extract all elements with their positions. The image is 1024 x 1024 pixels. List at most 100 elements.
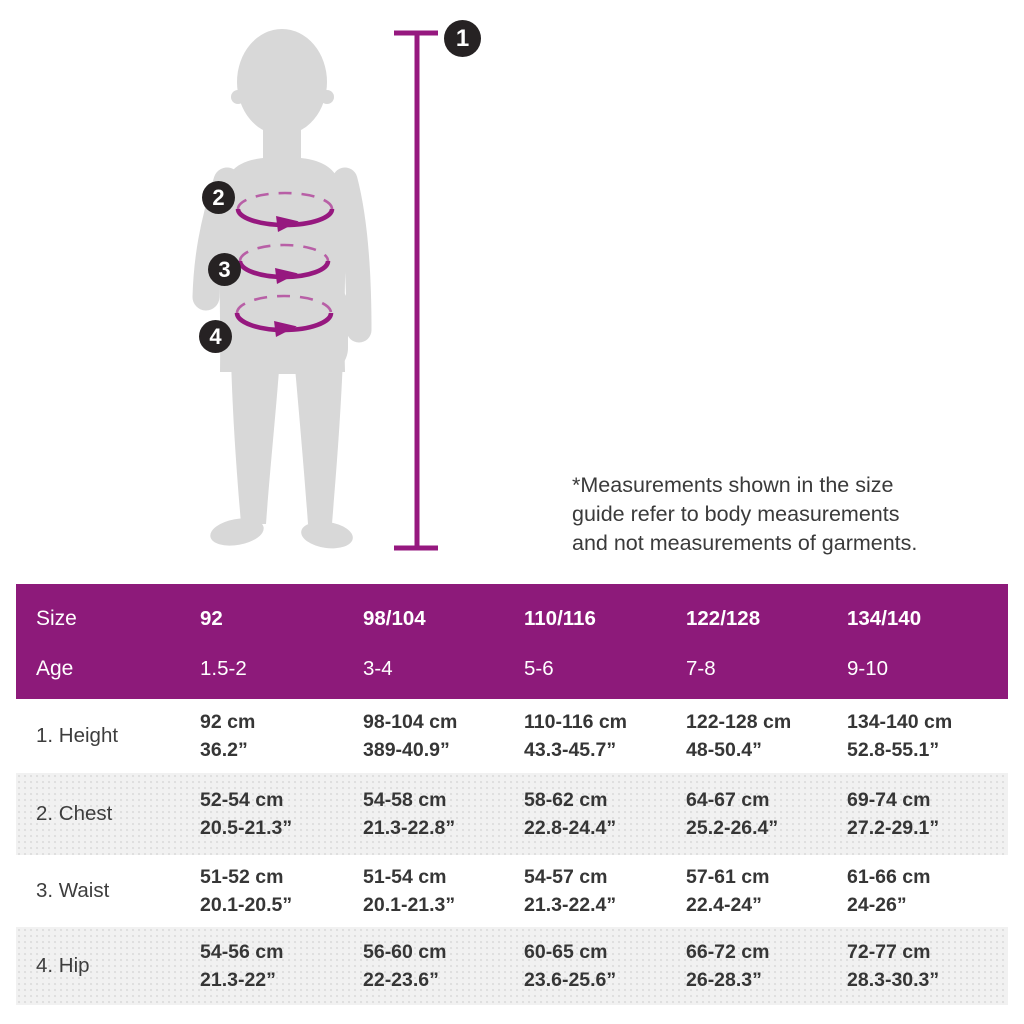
table-cell: 72-77 cm 28.3-30.3” — [847, 938, 1008, 994]
value-cm: 51-54 cm — [363, 866, 447, 888]
value-inch: 28.3-30.3” — [847, 969, 940, 991]
value-inch: 27.2-29.1” — [847, 817, 940, 839]
table-cell: 92 cm 36.2” — [200, 708, 363, 764]
row-label: 3. Waist — [36, 879, 110, 902]
size-col-header: 110/116 — [524, 607, 596, 630]
value-cm: 58-62 cm — [524, 789, 608, 811]
value-cm: 54-57 cm — [524, 866, 608, 888]
table-row-chest: 2. Chest 52-54 cm 20.5-21.3” 54-58 cm 21… — [16, 773, 1008, 855]
marker-1-height: 1 — [444, 20, 481, 57]
value-cm: 110-116 cm — [524, 711, 628, 733]
value-cm: 51-52 cm — [200, 866, 284, 888]
table-cell: 57-61 cm 22.4-24” — [686, 863, 847, 919]
table-cell: 52-54 cm 20.5-21.3” — [200, 786, 363, 842]
value-cm: 72-77 cm — [847, 941, 931, 963]
table-cell: 61-66 cm 24-26” — [847, 863, 1008, 919]
note-line: guide refer to body measurements — [572, 502, 900, 526]
value-inch: 22-23.6” — [363, 969, 439, 991]
value-cm: 57-61 cm — [686, 866, 770, 888]
size-col-header: 92 — [200, 607, 223, 630]
value-inch: 25.2-26.4” — [686, 817, 779, 839]
value-cm: 54-58 cm — [363, 789, 447, 811]
table-cell: 134-140 cm 52.8-55.1” — [847, 708, 1008, 764]
value-inch: 36.2” — [200, 739, 248, 761]
size-col-header: 134/140 — [847, 607, 922, 630]
value-cm: 122-128 cm — [686, 711, 792, 733]
value-cm: 61-66 cm — [847, 866, 931, 888]
row-label: 2. Chest — [36, 802, 113, 825]
value-inch: 20.5-21.3” — [200, 817, 293, 839]
table-cell: 51-52 cm 20.1-20.5” — [200, 863, 363, 919]
table-cell: 54-56 cm 21.3-22” — [200, 938, 363, 994]
value-cm: 52-54 cm — [200, 789, 284, 811]
row-label: 4. Hip — [36, 954, 90, 977]
table-cell: 69-74 cm 27.2-29.1” — [847, 786, 1008, 842]
size-diagram-graphic — [192, 29, 438, 551]
value-inch: 21.3-22.8” — [363, 817, 456, 839]
value-inch: 23.6-25.6” — [524, 969, 617, 991]
value-inch: 26-28.3” — [686, 969, 762, 991]
value-cm: 69-74 cm — [847, 789, 931, 811]
value-cm: 64-67 cm — [686, 789, 770, 811]
row-label: 1. Height — [36, 724, 119, 747]
marker-4-hip: 4 — [199, 320, 232, 353]
table-cell: 51-54 cm 20.1-21.3” — [363, 863, 524, 919]
size-col-header: 122/128 — [686, 607, 761, 630]
value-inch: 48-50.4” — [686, 739, 762, 761]
age-header-label: Age — [36, 657, 74, 680]
age-col-header: 5-6 — [524, 657, 554, 680]
table-cell: 58-62 cm 22.8-24.4” — [524, 786, 686, 842]
table-cell: 60-65 cm 23.6-25.6” — [524, 938, 686, 994]
marker-2-chest: 2 — [202, 181, 235, 214]
hip-measure-tape-icon — [234, 294, 334, 337]
value-cm: 134-140 cm — [847, 711, 953, 733]
size-table: Size 92 98/104 110/116 122/128 134/140 A… — [16, 584, 1008, 1005]
size-col-header: 98/104 — [363, 607, 426, 630]
note-line: *Measurements shown in the size — [572, 473, 894, 497]
table-row-hip: 4. Hip 54-56 cm 21.3-22” 56-60 cm 22-23.… — [16, 927, 1008, 1005]
value-cm: 98-104 cm — [363, 711, 458, 733]
table-row-waist: 3. Waist 51-52 cm 20.1-20.5” 51-54 cm 20… — [16, 855, 1008, 927]
value-inch: 21.3-22.4” — [524, 894, 617, 916]
header-age-row: Age 1.5-2 3-4 5-6 7-8 9-10 — [16, 645, 1008, 693]
measurement-figure: 1 2 3 4 — [192, 20, 481, 551]
height-measure-line — [394, 30, 438, 551]
header-size-row: Size 92 98/104 110/116 122/128 134/140 — [16, 593, 1008, 645]
value-inch: 52.8-55.1” — [847, 739, 940, 761]
value-cm: 66-72 cm — [686, 941, 770, 963]
value-inch: 21.3-22” — [200, 969, 276, 991]
table-cell: 122-128 cm 48-50.4” — [686, 708, 847, 764]
value-cm: 56-60 cm — [363, 941, 447, 963]
value-cm: 60-65 cm — [524, 941, 608, 963]
age-col-header: 7-8 — [686, 657, 716, 680]
note-line: and not measurements of garments. — [572, 531, 918, 555]
age-col-header: 1.5-2 — [200, 657, 247, 680]
value-inch: 20.1-20.5” — [200, 894, 293, 916]
age-col-header: 9-10 — [847, 657, 889, 680]
size-table-body: 1. Height 92 cm 36.2” 98-104 cm 389-40.9… — [16, 699, 1008, 1005]
chest-measure-tape-icon — [235, 191, 335, 232]
table-cell: 110-116 cm 43.3-45.7” — [524, 708, 686, 764]
marker-3-waist: 3 — [208, 253, 241, 286]
value-cm: 92 cm — [200, 711, 256, 733]
value-inch: 20.1-21.3” — [363, 894, 456, 916]
measurement-note: *Measurements shown in the size guide re… — [572, 471, 917, 558]
value-inch: 24-26” — [847, 894, 907, 916]
table-cell: 64-67 cm 25.2-26.4” — [686, 786, 847, 842]
value-inch: 22.8-24.4” — [524, 817, 617, 839]
value-inch: 22.4-24” — [686, 894, 762, 916]
waist-measure-tape-icon — [237, 243, 331, 284]
table-cell: 54-58 cm 21.3-22.8” — [363, 786, 524, 842]
value-inch: 389-40.9” — [363, 739, 450, 761]
value-cm: 54-56 cm — [200, 941, 284, 963]
table-cell: 56-60 cm 22-23.6” — [363, 938, 524, 994]
age-col-header: 3-4 — [363, 657, 393, 680]
table-cell: 98-104 cm 389-40.9” — [363, 708, 524, 764]
table-row-height: 1. Height 92 cm 36.2” 98-104 cm 389-40.9… — [16, 699, 1008, 773]
value-inch: 43.3-45.7” — [524, 739, 617, 761]
table-cell: 54-57 cm 21.3-22.4” — [524, 863, 686, 919]
size-header-label: Size — [36, 607, 77, 630]
child-silhouette-icon — [192, 29, 372, 549]
size-table-header: Size 92 98/104 110/116 122/128 134/140 A… — [16, 584, 1008, 699]
table-cell: 66-72 cm 26-28.3” — [686, 938, 847, 994]
